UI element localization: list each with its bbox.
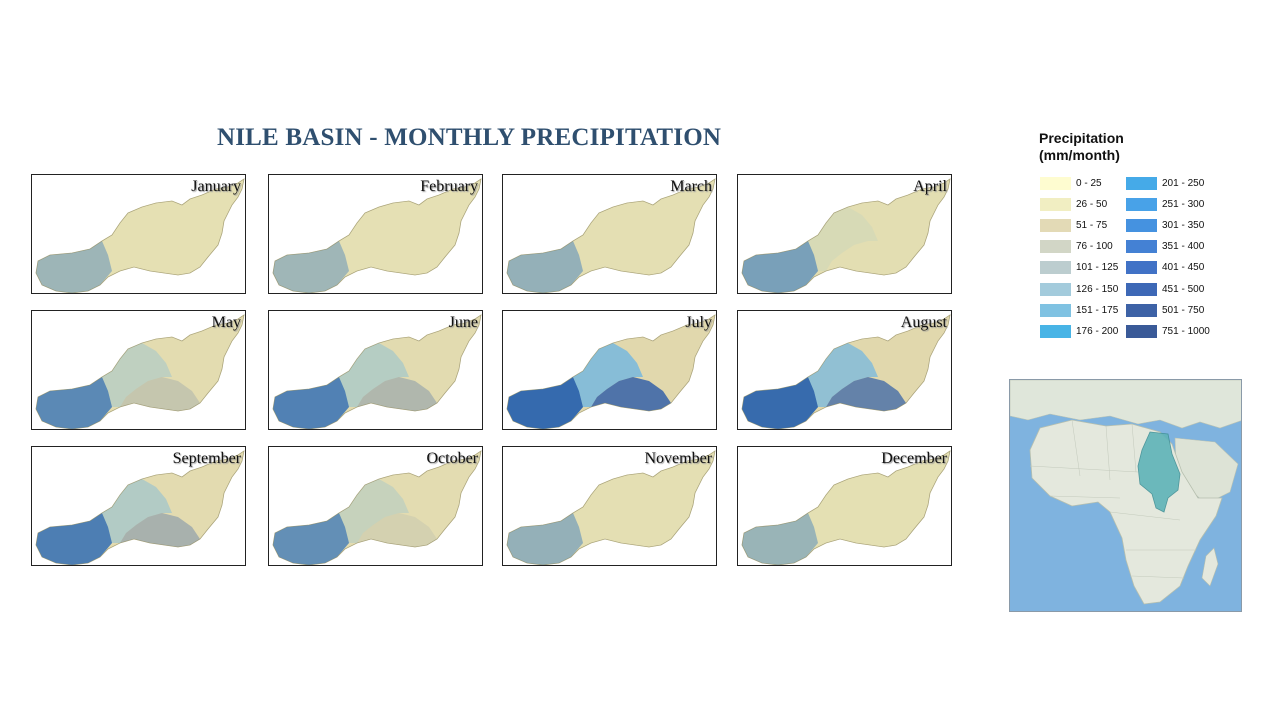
map-panel-january: January — [31, 174, 246, 294]
month-label: March — [670, 178, 712, 195]
basin-map — [741, 450, 951, 565]
legend-item: 26 - 50 — [1040, 197, 1107, 211]
map-panel-april: April — [737, 174, 952, 294]
legend-swatch — [1126, 324, 1157, 338]
map-panel-march: March — [502, 174, 717, 294]
legend-item: 101 - 125 — [1040, 261, 1118, 275]
legend-title-line1: Precipitation — [1039, 130, 1124, 146]
legend-label: 301 - 350 — [1162, 219, 1205, 231]
legend-item: 0 - 25 — [1040, 176, 1102, 190]
legend-label: 401 - 450 — [1162, 262, 1205, 274]
map-panel-june: June — [268, 310, 483, 430]
legend-item: 751 - 1000 — [1126, 324, 1210, 338]
legend-label: 126 - 150 — [1076, 283, 1119, 295]
month-label: April — [913, 178, 947, 195]
legend-swatch — [1040, 240, 1071, 254]
legend-item: 176 - 200 — [1040, 324, 1118, 338]
map-panel-february: February — [268, 174, 483, 294]
legend-label: 151 - 175 — [1076, 304, 1119, 316]
map-panel-december: December — [737, 446, 952, 566]
map-panel-september: September — [31, 446, 246, 566]
map-panel-july: July — [502, 310, 717, 430]
month-label: July — [685, 314, 712, 331]
legend-swatch — [1126, 282, 1157, 296]
month-label: January — [191, 178, 241, 195]
legend-label: 201 - 250 — [1162, 177, 1205, 189]
legend-swatch — [1126, 240, 1157, 254]
legend-swatch — [1040, 324, 1071, 338]
legend-swatch — [1126, 303, 1157, 317]
legend-label: 0 - 25 — [1076, 177, 1102, 189]
legend-swatch — [1040, 261, 1071, 275]
legend-label: 76 - 100 — [1076, 241, 1113, 253]
month-label: May — [211, 314, 241, 331]
legend-item: 126 - 150 — [1040, 282, 1118, 296]
basin-map — [506, 178, 716, 293]
month-label: February — [420, 178, 478, 195]
legend-title: Precipitation (mm/month) — [1039, 130, 1124, 164]
map-panel-october: October — [268, 446, 483, 566]
legend-item: 501 - 750 — [1126, 303, 1204, 317]
basin-map — [741, 314, 951, 429]
legend-item: 76 - 100 — [1040, 240, 1113, 254]
month-label: August — [900, 314, 947, 331]
legend-item: 151 - 175 — [1040, 303, 1118, 317]
legend-item: 451 - 500 — [1126, 282, 1204, 296]
legend-swatch — [1040, 282, 1071, 296]
legend-label: 751 - 1000 — [1162, 325, 1210, 337]
legend-label: 176 - 200 — [1076, 325, 1119, 337]
legend-label: 26 - 50 — [1076, 198, 1108, 210]
legend-item: 301 - 350 — [1126, 218, 1204, 232]
basin-map — [35, 450, 245, 565]
map-title: NILE BASIN - MONTHLY PRECIPITATION — [217, 124, 722, 151]
month-label: December — [881, 450, 947, 467]
legend-label: 101 - 125 — [1076, 262, 1119, 274]
month-label: October — [426, 450, 478, 467]
africa-locator-svg — [1010, 380, 1241, 611]
legend-swatch — [1126, 197, 1157, 211]
map-panel-august: August — [737, 310, 952, 430]
legend-item: 401 - 450 — [1126, 261, 1204, 275]
basin-map — [272, 450, 482, 565]
basin-map — [35, 178, 245, 293]
legend-swatch — [1040, 176, 1071, 190]
legend-swatch — [1040, 197, 1071, 211]
legend-swatch — [1040, 218, 1071, 232]
basin-map — [35, 314, 245, 429]
legend-swatch — [1126, 261, 1157, 275]
legend-label: 351 - 400 — [1162, 241, 1205, 253]
month-label: November — [644, 450, 712, 467]
month-label: September — [172, 450, 241, 467]
legend-item: 351 - 400 — [1126, 240, 1204, 254]
basin-map — [506, 450, 716, 565]
map-panel-may: May — [31, 310, 246, 430]
legend-label: 51 - 75 — [1076, 219, 1108, 231]
legend-title-line2: (mm/month) — [1039, 147, 1120, 163]
africa-locator-map — [1009, 379, 1242, 612]
legend-swatch — [1126, 176, 1157, 190]
legend-label: 251 - 300 — [1162, 198, 1205, 210]
legend-item: 201 - 250 — [1126, 176, 1204, 190]
legend-label: 451 - 500 — [1162, 283, 1205, 295]
legend-label: 501 - 750 — [1162, 304, 1205, 316]
legend-swatch — [1040, 303, 1071, 317]
legend-item: 51 - 75 — [1040, 218, 1107, 232]
basin-map — [272, 178, 482, 293]
legend-item: 251 - 300 — [1126, 197, 1204, 211]
basin-map — [272, 314, 482, 429]
basin-map — [741, 178, 951, 293]
basin-map — [506, 314, 716, 429]
legend-swatch — [1126, 218, 1157, 232]
month-label: June — [448, 314, 478, 331]
map-panel-november: November — [502, 446, 717, 566]
